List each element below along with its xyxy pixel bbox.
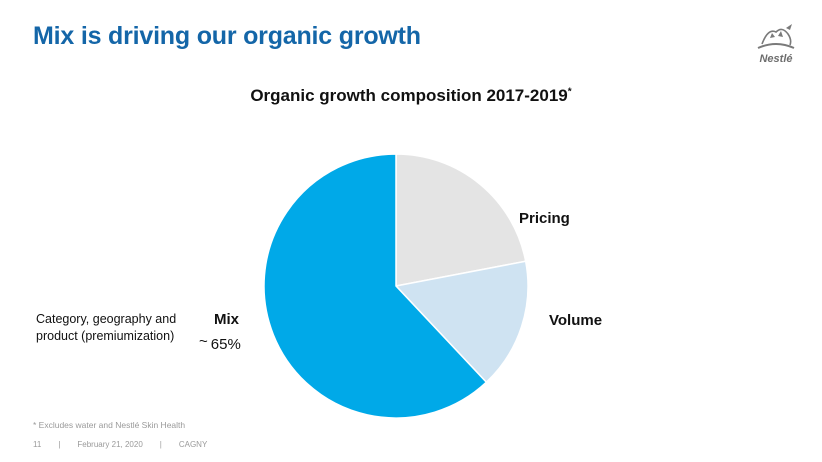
- mix-value: ~65%: [199, 333, 241, 353]
- slide-title: Mix is driving our organic growth: [33, 22, 421, 50]
- mix-description: Category, geography and product (premium…: [36, 312, 177, 343]
- footer: 11 | February 21, 2020 | CAGNY: [33, 440, 207, 449]
- slice-label-pricing: Pricing: [519, 210, 570, 227]
- pie-slice-volume: [394, 260, 529, 384]
- footnote: * Excludes water and Nestlé Skin Health: [33, 420, 186, 430]
- nestle-logo: Nestlé: [752, 18, 800, 66]
- pie-slice-mix: [263, 153, 488, 419]
- footer-date: February 21, 2020: [77, 440, 143, 449]
- pie-slice-pricing: [395, 153, 527, 287]
- chart-title: Organic growth composition 2017-2019*: [0, 86, 822, 106]
- chart-title-text: Organic growth composition 2017-2019: [250, 86, 568, 105]
- footer-separator: |: [58, 440, 61, 449]
- footer-page: 11: [33, 440, 42, 449]
- footer-event: CAGNY: [178, 440, 208, 449]
- nest-bird-icon: [757, 24, 795, 49]
- mix-value-prefix: ~: [199, 333, 208, 350]
- slice-label-mix: Mix: [214, 311, 240, 328]
- footer-separator: |: [159, 440, 162, 449]
- slice-label-volume: Volume: [549, 312, 603, 329]
- mix-value-number: 65%: [210, 336, 241, 353]
- chart-title-marker: *: [567, 86, 572, 98]
- logo-wordmark: Nestlé: [759, 53, 793, 65]
